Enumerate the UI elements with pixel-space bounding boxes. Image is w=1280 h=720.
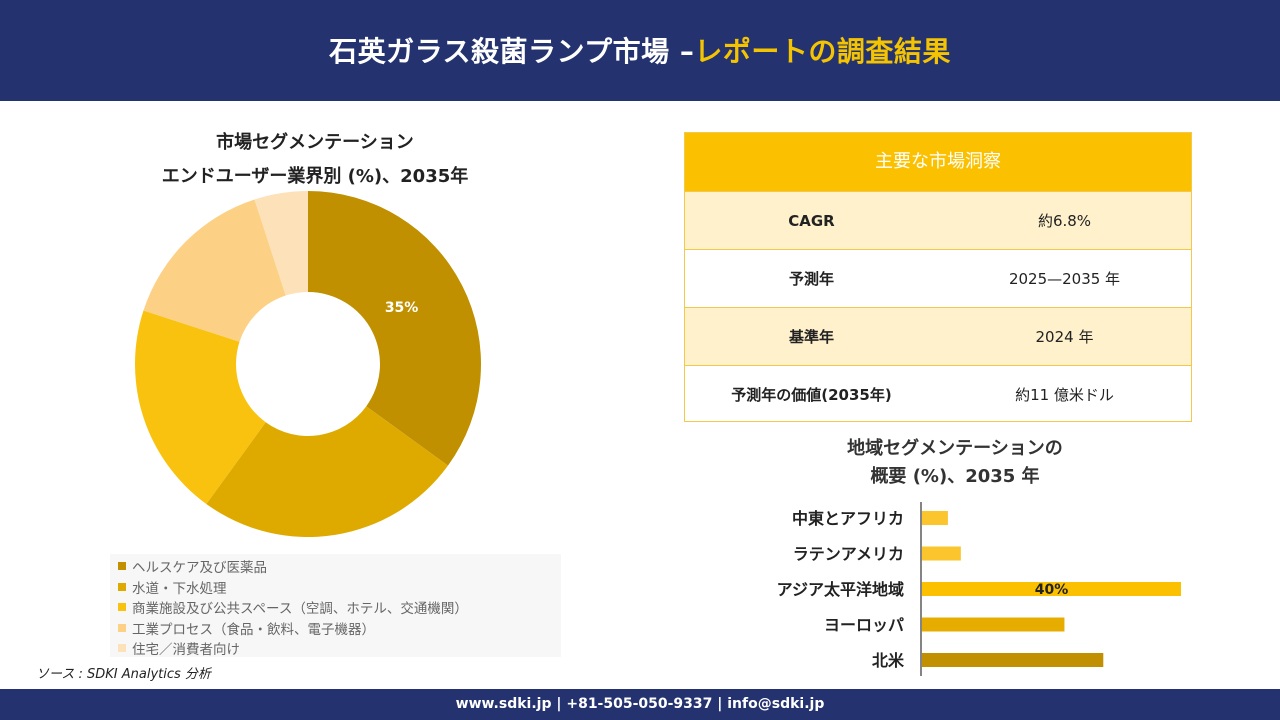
legend-label: 住宅／消費者向け [132,642,240,659]
insights-label: 予測年の価値(2035年) [731,386,892,404]
donut-legend: ヘルスケア及び医薬品 水道・下水処理商業施設及び公共スペース（空調、ホテル、交通機… [110,554,561,659]
insights-label: 基準年 [788,328,834,346]
legend-item: 水道・下水処理 [118,577,561,598]
legend-label: ヘルスケア及び医薬品 [132,560,267,577]
donut-slice [135,310,266,504]
legend-label: 工業プロセス（食品・飲料、電子機器） [132,621,375,638]
donut-data-label: 35% [385,300,419,316]
donut-chart: 35% [135,191,481,537]
legend-swatch [118,623,126,632]
bar-category-label: アジア太平洋地域 [777,580,904,599]
donut-slice [143,199,286,342]
insights-row: 基準年 2024 年 [685,307,1191,365]
legend-swatch [118,603,126,612]
regional-chart-title-line2: 概要 (%)、2035 年 [870,466,1040,487]
bar [922,617,1065,632]
insights-value: 約6.8% [1037,212,1092,230]
footer-contact: www.sdki.jp | +81-505-050-9337 | info@sd… [0,689,1280,720]
bar [922,653,1104,667]
insights-header: 主要な市場洞察 [685,133,1191,191]
header-banner: 石英ガラス殺菌ランプ市場 –レポートの調査結果 [0,0,1280,101]
legend-item: 工業プロセス（食品・飲料、電子機器） [118,618,561,639]
key-insights-table: 主要な市場洞察 CAGR 約6.8% 予測年 2025—2035 年 基準年 2… [684,132,1192,422]
bar-data-label: 40% [1035,582,1069,598]
title-main: 石英ガラス殺菌ランプ市場 – [329,35,695,68]
insights-label: CAGR [788,211,835,230]
legend-label: 水道・下水処理 [132,580,227,597]
legend-swatch [118,582,126,591]
bar-category-label: ラテンアメリカ [793,545,904,564]
insights-value: 2025—2035 年 [1008,270,1121,288]
insights-label: 予測年 [788,270,834,288]
title-accent: レポートの調査結果 [694,35,951,68]
legend-swatch [118,562,126,571]
donut-slice [308,191,481,466]
bar-category-label: 中東とアフリカ [792,509,904,528]
regional-chart-title-line1: 地域セグメンテーションの [847,438,1063,459]
segment-chart-title-line1: 市場セグメンテーション [216,132,414,153]
bar [922,511,948,525]
insights-value: 約11 億米ドル [1015,386,1114,404]
insights-row: CAGR 約6.8% [685,191,1191,249]
donut-slice [254,191,308,296]
donut-slice [206,406,448,537]
source-note: ソース : SDKI Analytics 分析 [36,667,211,682]
bar-category-label: ヨーロッパ [824,616,904,635]
segment-chart-title-line2: エンドユーザー業界別 (%)、2035年 [161,166,469,187]
insights-row: 予測年の価値(2035年) 約11 億米ドル [685,365,1191,423]
insights-value: 2024 年 [1035,328,1094,346]
bar [922,582,1181,596]
bar-category-label: 北米 [872,651,905,670]
bar [922,546,961,561]
insights-row: 予測年 2025—2035 年 [685,249,1191,307]
legend-item: 住宅／消費者向け [118,638,561,659]
legend-label: 商業施設及び公共スペース（空調、ホテル、交通機関） [132,601,468,618]
page-title: 石英ガラス殺菌ランプ市場 –レポートの調査結果 [0,30,1280,70]
legend-item: 商業施設及び公共スペース（空調、ホテル、交通機関） [118,597,561,618]
legend-swatch [118,644,126,653]
legend-item: ヘルスケア及び医薬品 [118,556,561,577]
